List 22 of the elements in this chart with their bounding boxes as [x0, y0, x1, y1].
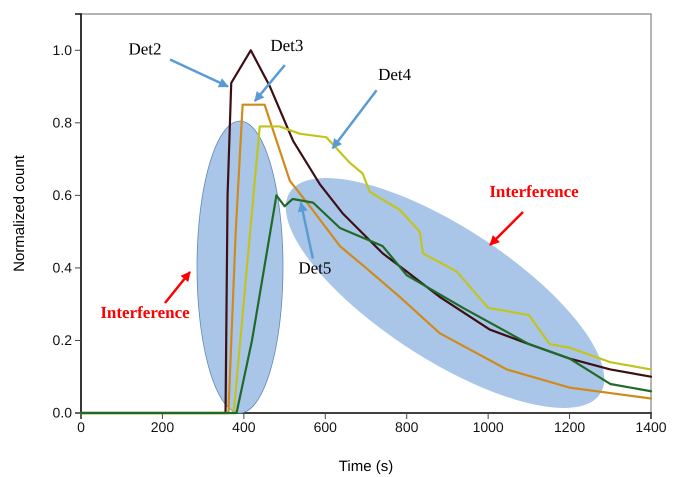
- y-axis-title: Normalized count: [11, 154, 28, 272]
- y-tick-label: 0.6: [52, 186, 72, 203]
- annotation: Det2: [128, 40, 162, 59]
- annotation: Interference: [100, 303, 190, 322]
- y-tick-label: 0.0: [52, 404, 72, 420]
- x-tick-label: 800: [395, 418, 419, 435]
- x-axis-title: Time (s): [338, 458, 394, 475]
- annotation: Det3: [270, 36, 304, 56]
- annotation: Det5: [298, 258, 332, 278]
- x-tick-label: 400: [232, 418, 256, 435]
- x-tick-label: 1000: [472, 418, 504, 435]
- y-tick-label: 0.2: [52, 332, 72, 348]
- x-tick-label: 1200: [554, 418, 586, 435]
- annotation: Det4: [378, 65, 412, 84]
- x-tick-label: 1400: [635, 418, 667, 435]
- x-tick-label: 0: [77, 418, 86, 435]
- x-tick-label: 200: [150, 418, 174, 435]
- annotation: Interference: [489, 182, 580, 201]
- x-tick-label: 600: [314, 418, 338, 435]
- y-tick-label: 1.0: [52, 42, 72, 58]
- y-tick-label: 0.4: [52, 259, 72, 276]
- y-tick-label: 0.8: [52, 114, 72, 130]
